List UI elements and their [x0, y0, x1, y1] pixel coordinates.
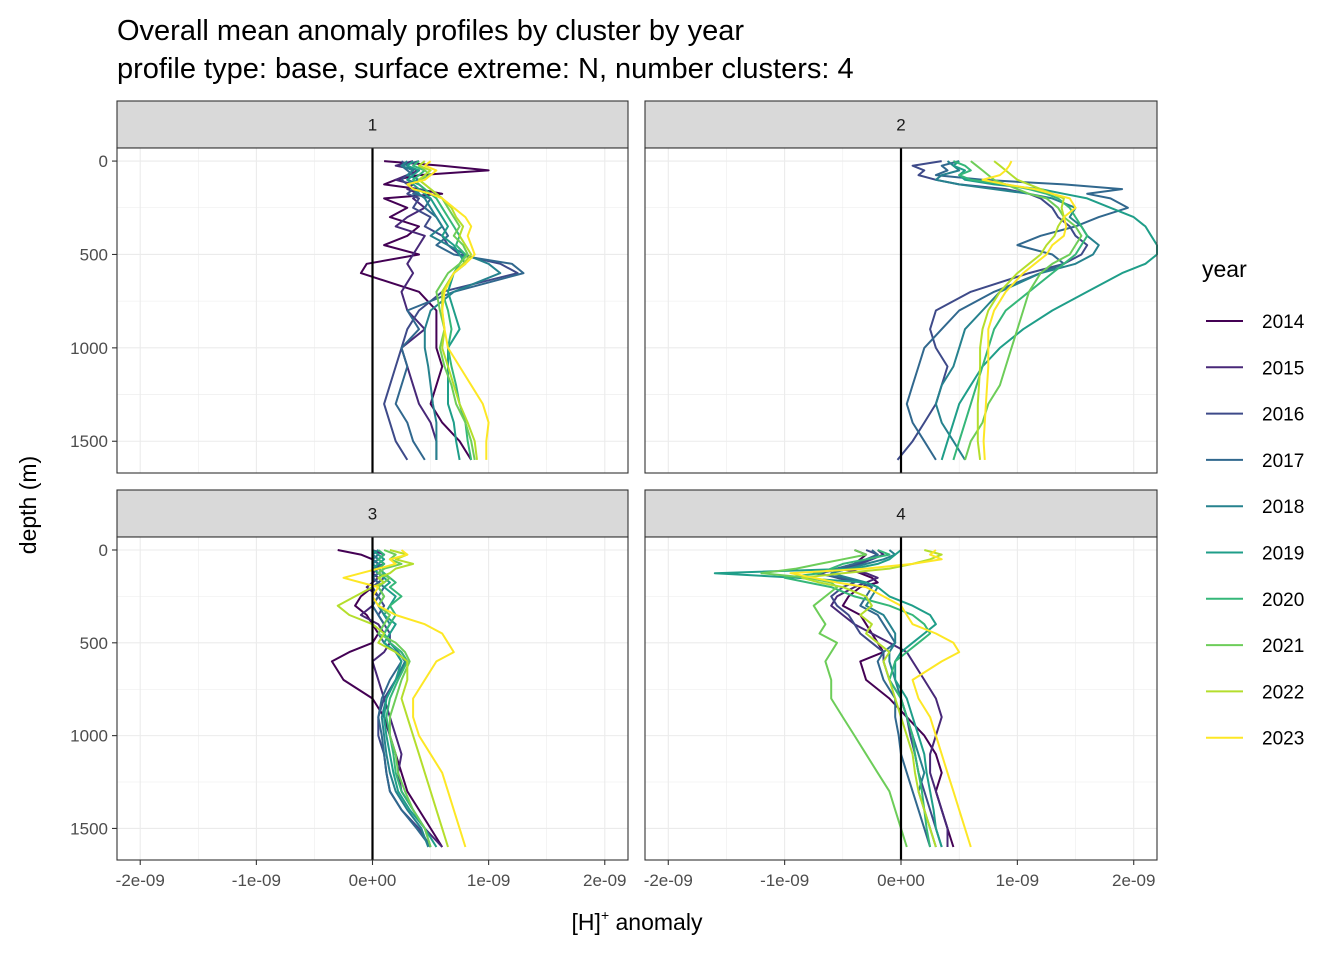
legend-item-2021: 2021 — [1206, 636, 1304, 657]
facet-strip — [116, 100, 629, 149]
legend-label: 2015 — [1262, 358, 1304, 379]
y-tick-label: 1000 — [70, 339, 108, 358]
legend-label: 2020 — [1262, 590, 1304, 611]
panel-border — [644, 147, 1158, 474]
facet-strip — [644, 100, 1158, 149]
series-line-2021 — [964, 160, 1083, 461]
facet-strip-label: 4 — [896, 505, 905, 524]
y-tick-label: 500 — [80, 245, 108, 264]
legend-label: 2021 — [1262, 636, 1304, 657]
facet-panel-1: 1 0 500 1000 1500 — [70, 100, 629, 474]
x-tick-label: 1e-09 — [996, 871, 1039, 890]
series-line-2017 — [905, 160, 1129, 461]
x-axis-title: [H]+ anomaly — [572, 907, 703, 935]
series-line-2023 — [789, 549, 972, 848]
facet-strip-label: 2 — [896, 116, 905, 135]
x-tick-label: 0e+00 — [349, 871, 397, 890]
legend-item-2022: 2022 — [1206, 682, 1304, 703]
y-tick-label: 0 — [99, 152, 108, 171]
y-tick-label: 1500 — [70, 819, 108, 838]
x-tick-label: -2e-09 — [116, 871, 165, 890]
legend-label: 2014 — [1262, 312, 1305, 333]
series-line-2021 — [760, 549, 908, 848]
y-tick-label: 500 — [80, 634, 108, 653]
legend-item-2020: 2020 — [1206, 590, 1304, 611]
x-tick-label: -1e-09 — [232, 871, 281, 890]
series-line-2017 — [394, 160, 525, 461]
series-line-2018 — [934, 160, 1100, 461]
series-line-2014 — [359, 160, 490, 461]
x-tick-label: -2e-09 — [644, 871, 693, 890]
legend-label: 2023 — [1262, 729, 1304, 750]
legend: year 2014 2015 2016 2017 2018 2019 2020 2021 202… — [1202, 256, 1305, 750]
legend-item-2017: 2017 — [1206, 451, 1304, 472]
x-tick-label: -1e-09 — [760, 871, 809, 890]
facet-strip-label: 3 — [368, 505, 377, 524]
legend-item-2016: 2016 — [1206, 405, 1304, 426]
chart-title: Overall mean anomaly profiles by cluster… — [117, 15, 744, 47]
chart-subtitle: profile type: base, surface extreme: N, … — [117, 53, 854, 85]
series-line-2023 — [981, 160, 1077, 460]
legend-item-2023: 2023 — [1206, 729, 1304, 750]
x-tick-label: 1e-09 — [467, 871, 510, 890]
x-axis-title-rest: anomaly — [609, 909, 703, 935]
legend-title: year — [1202, 256, 1247, 282]
y-tick-label: 1500 — [70, 432, 108, 451]
facet-strip-label: 1 — [368, 116, 377, 135]
facet-panel-3: 3 0 500 1000 1500 -2e-09 -1e-09 0e+00 1e-09 2e-09 — [70, 489, 629, 890]
legend-item-2019: 2019 — [1206, 544, 1304, 565]
legend-label: 2018 — [1262, 497, 1304, 518]
legend-label: 2019 — [1262, 544, 1304, 565]
series-line-2022 — [336, 549, 449, 848]
x-axis-title-superscript: + — [601, 907, 609, 923]
x-tick-label: 2e-09 — [1112, 871, 1155, 890]
y-tick-label: 0 — [99, 541, 108, 560]
series-line-2022 — [801, 549, 943, 848]
series-line-2023 — [406, 160, 490, 460]
series-line-2015 — [394, 160, 438, 460]
facet-panels: 1 0 500 1000 1500 2 3 0 500 1000 1500 -2e-09 -1e-09 0… — [70, 100, 1158, 890]
svg-text:[H]+ anomaly: [H]+ anomaly — [572, 907, 703, 935]
series-line-2019 — [713, 549, 943, 848]
facet-panel-4: 4 -2e-09 -1e-09 0e+00 1e-09 2e-09 — [644, 489, 1158, 890]
legend-label: 2022 — [1262, 682, 1304, 703]
x-axis-title-main: [H] — [572, 909, 601, 935]
legend-label: 2016 — [1262, 405, 1304, 426]
y-tick-label: 1000 — [70, 727, 108, 746]
series-line-2019 — [406, 160, 467, 461]
panel-border — [116, 147, 629, 474]
legend-item-2018: 2018 — [1206, 497, 1304, 518]
legend-label: 2017 — [1262, 451, 1304, 472]
series-line-2021 — [377, 549, 432, 848]
facet-panel-2: 2 — [644, 100, 1158, 474]
facet-strip — [644, 489, 1158, 538]
series-line-2022 — [976, 160, 1065, 461]
y-axis-title: depth (m) — [15, 456, 41, 554]
facet-strip — [116, 489, 629, 538]
x-tick-label: 2e-09 — [583, 871, 626, 890]
legend-item-2015: 2015 — [1206, 358, 1304, 379]
legend-item-2014: 2014 — [1206, 312, 1305, 333]
x-tick-label: 0e+00 — [877, 871, 925, 890]
